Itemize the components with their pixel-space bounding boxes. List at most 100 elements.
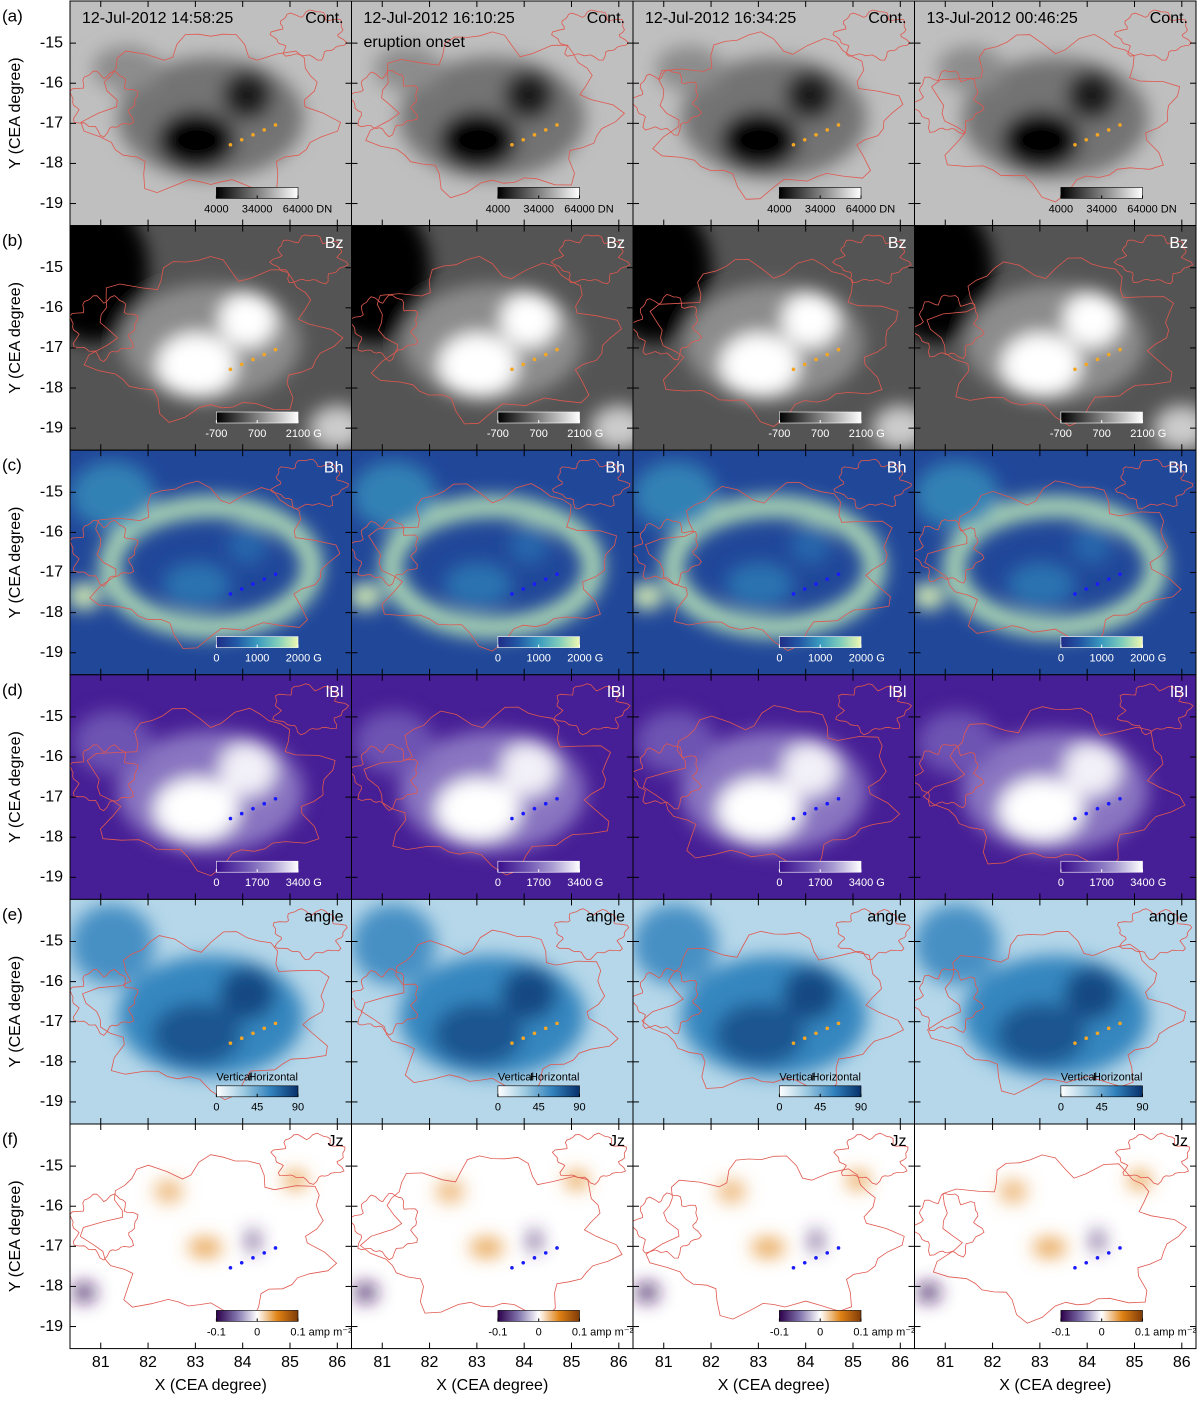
marker-dot [791,142,796,147]
contour [835,683,913,736]
colorbar-tick-label: 45 [1096,1102,1108,1114]
x-axis-title: X (CEA degree) [718,1377,830,1394]
panel-image [351,674,633,900]
marker-dot [555,123,559,127]
marker-dot [251,1256,255,1260]
marker-dot [1106,801,1111,806]
marker-dot [543,577,548,581]
marker-dot [836,572,841,576]
contour [270,1132,346,1185]
marker-dot [273,572,278,576]
marker-dot [1106,128,1111,132]
feature [500,292,557,347]
feature [785,70,836,121]
contour [351,294,419,362]
feature [917,710,997,774]
marker-dot [543,1251,548,1255]
marker-dot [251,357,255,362]
contour [633,294,702,361]
contour [370,255,622,425]
y-tick-label: -17 [40,1238,63,1255]
y-tick-label: -17 [40,1013,63,1030]
panel-features [937,45,1149,179]
colorbar-unit: G [595,877,604,889]
feature [717,1180,746,1203]
feature [1032,1238,1067,1257]
panel-letter: (b) [2,231,23,250]
feature [1063,966,1120,1021]
panel-features [70,903,304,1077]
colorbar-tick-label: 0 [495,653,501,665]
marker-dot [239,138,244,142]
quantity-label: Bh [1168,459,1188,476]
panel-background [633,1124,915,1349]
x-tick-label: 83 [186,1354,204,1371]
y-tick-label: -16 [40,1197,63,1214]
colorbar-end-label: Horizontal [1093,1072,1143,1084]
contour [551,1132,627,1185]
feature [435,778,521,842]
panel-features [635,1171,870,1302]
y-tick-label: -15 [40,708,63,725]
contour [81,931,330,1101]
feature [1153,405,1196,451]
panel-background [914,1124,1196,1349]
feature [1128,1171,1151,1190]
colorbar-end-label: Vertical [498,1072,534,1084]
feature [914,903,999,985]
colorbar-tick-label: -700 [205,428,227,440]
x-tick-label: 84 [515,1354,533,1371]
marker-dot [228,367,233,372]
colorbar-tick-label: 0 [254,1326,260,1338]
colorbar-tick-label: 1700 [245,877,269,889]
feature [782,292,839,347]
contour [553,683,631,736]
feature [937,45,1005,91]
colorbar-tick-label: 0 [776,1102,782,1114]
y-tick-label: -16 [40,74,63,91]
panel-image [351,899,633,1124]
quantity-label: Jz [609,1133,625,1150]
marker-dot [836,347,841,352]
panel-image [914,1124,1196,1349]
colorbar-tick-label: 0 [817,1326,823,1338]
contour [1113,234,1194,285]
marker-dot [1118,572,1122,576]
marker-dot [1095,1256,1100,1260]
panel-background [351,1124,633,1349]
marker-dot [791,592,796,596]
panel-image [70,225,352,451]
feature [188,1238,223,1257]
marker-dot [239,362,244,367]
marker-dot [1118,1246,1122,1250]
marker-dot [510,1265,514,1270]
quantity-label: Bz [1169,235,1188,252]
x-tick-label: 82 [139,1354,157,1371]
feature [635,710,715,774]
y-tick-label: -19 [40,1093,63,1110]
colorbar-unit: DN [1161,203,1177,215]
quantity-label: angle [867,909,906,926]
x-tick-label: 83 [749,1354,767,1371]
colorbar-tick-label: -0.1 [1051,1326,1070,1338]
marker-dot [1084,811,1089,816]
timestamp: 12-Jul-2012 14:58:25 [82,10,233,27]
feature [157,333,237,397]
marker-dot [825,1251,830,1255]
contour [551,9,630,61]
colorbar-unit: amp m⁻² [590,1326,633,1338]
marker-dot [814,806,818,811]
marker-dot [1106,1026,1111,1031]
feature [1091,1229,1104,1253]
y-axis-title: Y (CEA degree) [7,956,24,1068]
feature [72,1283,96,1302]
quantity-label: Cont. [587,10,625,27]
feature [998,778,1084,842]
colorbar-tick-label: -0.1 [488,1326,507,1338]
quantity-label: lBl [326,684,344,701]
y-axis-title: Y (CEA degree) [7,731,24,843]
marker-dot [1073,142,1077,147]
colorbar-tick-label: 0 [1099,1326,1105,1338]
colorbar-unit: amp m⁻² [872,1326,915,1338]
